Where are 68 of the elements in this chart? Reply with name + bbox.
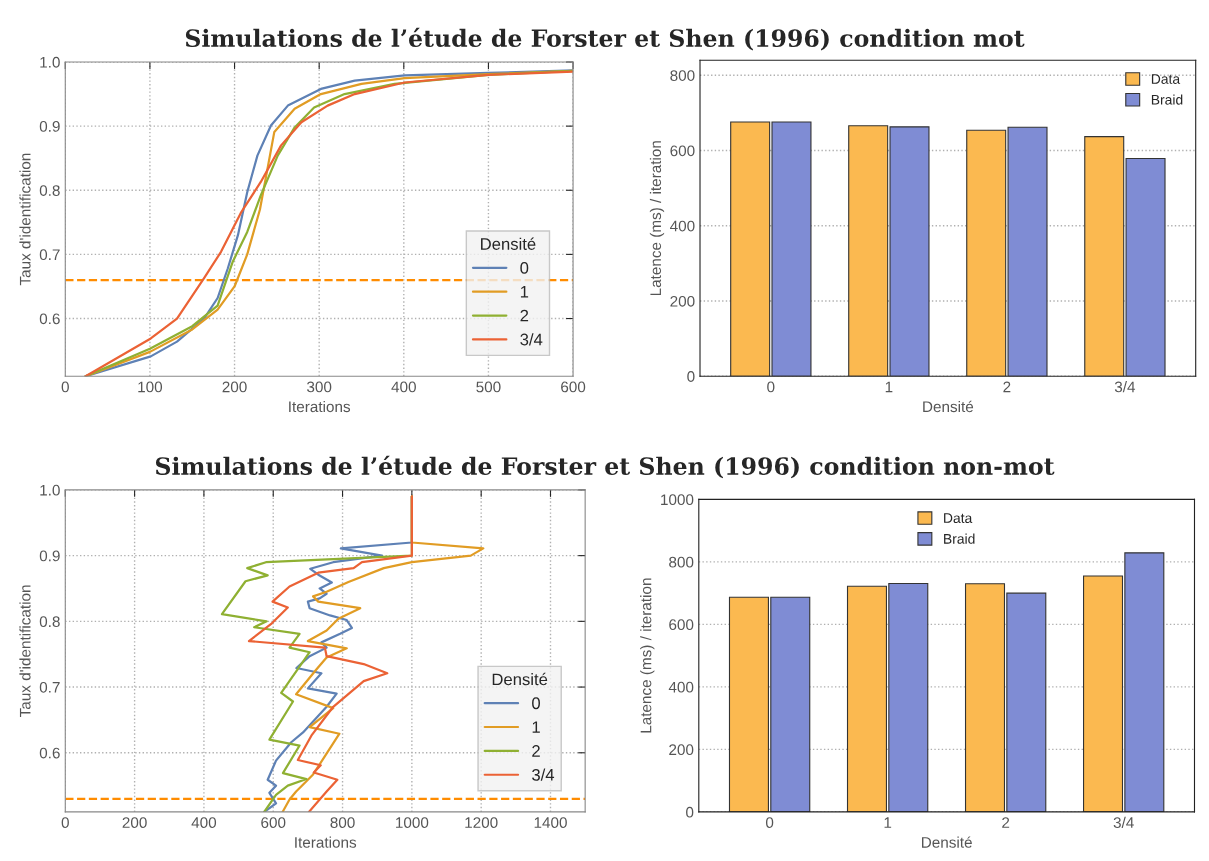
x-tick-label: 0 — [765, 817, 774, 829]
x-tick-label: 1 — [885, 381, 893, 393]
y-tick-label: 0.6 — [39, 313, 60, 325]
y-tick-label: 0.9 — [39, 121, 60, 132]
x-tick-label: 600 — [561, 381, 586, 393]
legend-label: 0 — [520, 261, 529, 274]
legend-title: Densité — [492, 672, 548, 686]
y-tick-label: 1.0 — [40, 56, 60, 68]
y-tick-label: 1000 — [661, 494, 694, 506]
x-tick-label: 400 — [391, 381, 416, 393]
y-tick-label: 0.8 — [39, 616, 60, 628]
x-tick-label: 200 — [122, 817, 147, 829]
y-axis-title: Taux d'identification — [19, 153, 31, 286]
x-tick-label: 200 — [222, 381, 247, 393]
legend-label: 3/4 — [520, 333, 543, 346]
legend-label: Data — [944, 513, 973, 523]
x-tick-label: 3/4 — [1114, 381, 1136, 393]
x-axis-title: Iterations — [295, 836, 357, 848]
y-axis-title: Latence (ms) / iteration — [640, 578, 655, 733]
y-tick-label: 1.0 — [40, 484, 60, 496]
y-tick-label: 400 — [670, 220, 695, 232]
y-tick-label: 0.7 — [39, 249, 60, 261]
x-tick-label: 3/4 — [1113, 816, 1134, 829]
x-tick-label: 500 — [476, 381, 501, 393]
x-tick-label: 600 — [261, 817, 286, 829]
x-tick-label: 0 — [61, 381, 69, 393]
legend-label: 2 — [532, 745, 540, 757]
y-tick-label: 400 — [668, 681, 694, 693]
legend-label: 0 — [532, 697, 541, 710]
y-tick-label: 800 — [669, 556, 694, 568]
legend-title: Densité — [481, 237, 536, 250]
x-axis-title: Densité — [922, 836, 972, 848]
x-tick-label: 1 — [884, 817, 892, 828]
x-tick-label: 1000 — [396, 817, 429, 829]
y-tick-label: 800 — [670, 70, 695, 81]
y-tick-label: 600 — [669, 619, 694, 631]
x-tick-label: 2 — [1002, 817, 1010, 828]
legend-label: Braid — [1151, 94, 1183, 105]
x-tick-label: 100 — [138, 381, 163, 393]
x-tick-label: 300 — [307, 381, 332, 393]
legend-label: Braid — [944, 533, 975, 544]
y-tick-label: 600 — [670, 145, 695, 157]
x-tick-label: 0 — [61, 817, 69, 829]
y-axis-title: Taux d'identification — [19, 585, 31, 717]
x-axis-title: Densité — [923, 400, 974, 413]
y-tick-label: 0.7 — [39, 681, 60, 693]
y-tick-label: 0.6 — [39, 747, 60, 759]
x-tick-label: 0 — [767, 381, 775, 393]
legend-label: 2 — [520, 309, 529, 322]
y-tick-label: 0.9 — [39, 550, 60, 562]
y-tick-label: 200 — [670, 295, 695, 307]
x-tick-label: 400 — [191, 817, 217, 829]
y-tick-label: 0 — [686, 806, 694, 818]
x-tick-label: 1200 — [465, 817, 498, 829]
y-tick-label: 200 — [669, 744, 694, 756]
y-axis-title: Latence (ms) / iteration — [649, 141, 665, 296]
legend-label: 3/4 — [532, 768, 555, 781]
x-tick-label: 2 — [1003, 381, 1011, 393]
legend-label: 1 — [520, 286, 529, 298]
chart-title: Simulations de l’étude de Forster et Shen (1996) condition mot — [185, 27, 1025, 51]
chart-title: Simulations de l’étude de Forster et Shen (1996) condition non-mot — [155, 455, 1055, 479]
x-tick-label: 1400 — [534, 817, 567, 829]
x-tick-label: 800 — [330, 817, 355, 829]
legend-label: Data — [1151, 74, 1181, 84]
y-tick-label: 0 — [687, 371, 695, 382]
legend-label: 1 — [532, 721, 540, 733]
y-tick-label: 0.8 — [39, 185, 60, 196]
x-axis-title: Iterations — [289, 400, 351, 413]
